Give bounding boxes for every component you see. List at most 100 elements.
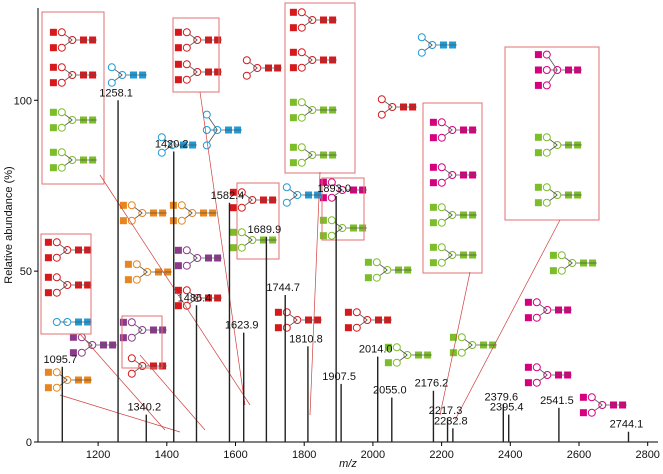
glycan-symbol [364, 274, 372, 282]
glycan-symbol [237, 203, 246, 212]
glycan-symbol [44, 384, 52, 392]
glycan-symbol [242, 71, 251, 80]
glycan-symbol [319, 216, 327, 224]
glycan-symbol [77, 348, 86, 357]
annotation-box [504, 46, 600, 221]
glycan-symbol [392, 343, 401, 352]
glycan-symbol [202, 141, 211, 150]
glycan-symbol [549, 251, 557, 259]
glycan-symbol [319, 178, 327, 186]
glycan-symbol [289, 24, 297, 32]
glycan-symbol [52, 273, 61, 282]
glycan-symbol [289, 64, 297, 72]
glycan-symbol [297, 113, 306, 122]
glycan-symbol [274, 308, 282, 316]
glycan-symbol [297, 23, 306, 32]
peak-label: 2014.0 [359, 344, 393, 356]
glycan-symbol [237, 243, 246, 252]
x-tick-label: 1800 [292, 449, 316, 461]
glycan-symbol [429, 163, 437, 171]
glycan-symbol [437, 118, 446, 127]
glycan-symbol [237, 228, 246, 237]
glycan-symbol [289, 48, 297, 56]
glycan-symbol [174, 44, 182, 52]
glycan-symbol [524, 379, 532, 387]
glycan-symbol [52, 318, 61, 326]
glycan-symbol [49, 164, 57, 172]
glycan-symbol [429, 134, 437, 142]
callout-line [199, 91, 246, 406]
glycan-symbol [182, 286, 191, 295]
annotation-box [172, 17, 220, 93]
glycan-symbol [57, 28, 66, 37]
glycan-symbol [229, 188, 237, 196]
peak-label: 2055.0 [373, 385, 407, 397]
glycan-symbol [297, 158, 306, 167]
glycan-symbol [579, 409, 587, 417]
glycan-symbol [534, 66, 542, 74]
glycan-symbol [229, 204, 237, 212]
glycan-symbol [534, 133, 542, 141]
glycan-symbol [457, 348, 466, 357]
glycan-symbol [437, 133, 446, 142]
glycan-symbol [289, 114, 297, 122]
glycan-symbol [242, 56, 251, 65]
glycan-symbol [57, 43, 66, 52]
glycan-symbol [327, 193, 336, 202]
glycan-symbol [52, 368, 61, 377]
glycan-symbol [417, 48, 426, 57]
glycan-symbol [377, 110, 386, 119]
peak-label: 1582.4 [211, 190, 245, 202]
glycan-symbol [174, 246, 182, 254]
glycan-symbol [182, 246, 191, 255]
y-axis-label: Relative abundance (%) [3, 166, 15, 283]
glycan-symbol [177, 216, 186, 225]
glycan-symbol [372, 273, 381, 282]
peak-label: 2395.4 [490, 402, 524, 414]
glycan-symbol [44, 368, 52, 376]
glycan-symbol [127, 333, 136, 342]
peak-label: 2176.2 [415, 378, 449, 390]
glycan-symbol [49, 124, 57, 132]
glycan-symbol [274, 324, 282, 332]
glycan-symbol [107, 78, 116, 87]
callout-line [454, 219, 561, 421]
x-tick-label: 2000 [361, 449, 385, 461]
glycan-symbol [237, 188, 246, 197]
x-axis-label: m/z [339, 458, 357, 470]
glycan-symbol [524, 363, 532, 371]
glycan-symbol [44, 254, 52, 262]
peak-label: 2232.8 [434, 415, 468, 427]
glycan-symbol [557, 251, 566, 260]
glycan-symbol [327, 231, 336, 240]
glycan-symbol [534, 51, 542, 59]
x-tick-label: 1400 [155, 449, 179, 461]
glycan-symbol [289, 159, 297, 167]
peak-label: 1486.4 [178, 292, 212, 304]
glycan-symbol [297, 48, 306, 57]
glycan-symbol [352, 323, 361, 332]
glycan-symbol [119, 217, 127, 225]
glycan-symbol [587, 408, 596, 417]
glycan-symbol [119, 201, 127, 209]
annotation-box [41, 11, 105, 185]
glycan-symbol [49, 28, 57, 36]
glycan-symbol [44, 238, 52, 246]
glycan-symbol [174, 302, 182, 310]
glycan-symbol [534, 149, 542, 157]
glycan-symbol [44, 273, 52, 281]
glycan-symbol [534, 199, 542, 207]
glycan-symbol [289, 8, 297, 16]
glycan-symbol [579, 393, 587, 401]
glycan-symbol [57, 108, 66, 117]
glycan-symbol [557, 266, 566, 275]
annotation-box [121, 315, 163, 369]
peak-label: 1893.0 [317, 183, 351, 195]
glycan-symbol [182, 301, 191, 310]
callout-line [309, 171, 321, 416]
glycan-symbol [132, 260, 141, 269]
glycan-symbol [282, 323, 291, 332]
x-tick-label: 2400 [498, 449, 522, 461]
glycan-symbol [542, 198, 551, 207]
